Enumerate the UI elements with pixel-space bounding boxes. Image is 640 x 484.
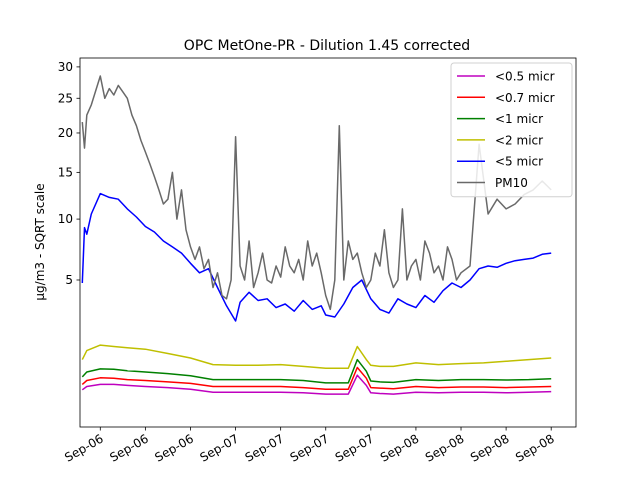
x-tick-label: Sep-07 xyxy=(333,431,377,464)
series-line-0 xyxy=(81,374,552,395)
x-tick-label: Sep-06 xyxy=(107,431,151,464)
y-tick-label: 15 xyxy=(58,165,73,179)
x-tick-label: Sep-08 xyxy=(378,431,422,464)
series-line-2 xyxy=(81,358,552,384)
y-tick-label: 10 xyxy=(58,212,73,226)
series-line-3 xyxy=(81,344,552,369)
y-axis-label: µg/m3 - SQRT scale xyxy=(33,183,47,300)
legend-label: <0.7 micr xyxy=(495,91,555,105)
legend-label: <2 micr xyxy=(495,133,543,147)
x-tick-label: Sep-07 xyxy=(243,431,287,464)
x-tick-label: Sep-07 xyxy=(198,431,242,464)
legend-label: <5 micr xyxy=(495,155,543,169)
x-tick-label: Sep-06 xyxy=(62,431,106,464)
y-tick-label: 30 xyxy=(58,60,73,74)
legend-label: <0.5 micr xyxy=(495,70,555,84)
series-line-1 xyxy=(81,366,552,390)
chart-title: OPC MetOne-PR - Dilution 1.45 corrected xyxy=(184,38,470,54)
series-line-5 xyxy=(81,75,552,311)
y-tick-label: 25 xyxy=(58,91,73,105)
x-tick-label: Sep-06 xyxy=(152,431,196,464)
y-tick-label: 20 xyxy=(58,126,73,140)
legend: <0.5 micr <0.7 micr <1 micr <2 micr <5 micr P… xyxy=(450,62,573,198)
x-tick-label: Sep-07 xyxy=(288,431,332,464)
x-tick-label: Sep-08 xyxy=(513,431,557,464)
legend-label: <1 micr xyxy=(495,112,543,126)
x-tick-label: Sep-08 xyxy=(468,431,512,464)
y-tick-label: 5 xyxy=(65,273,73,287)
series-line-4 xyxy=(81,192,552,322)
x-tick-label: Sep-08 xyxy=(423,431,467,464)
plot-frame xyxy=(79,57,577,428)
legend-box xyxy=(450,62,573,198)
legend-label: PM10 xyxy=(495,176,528,190)
